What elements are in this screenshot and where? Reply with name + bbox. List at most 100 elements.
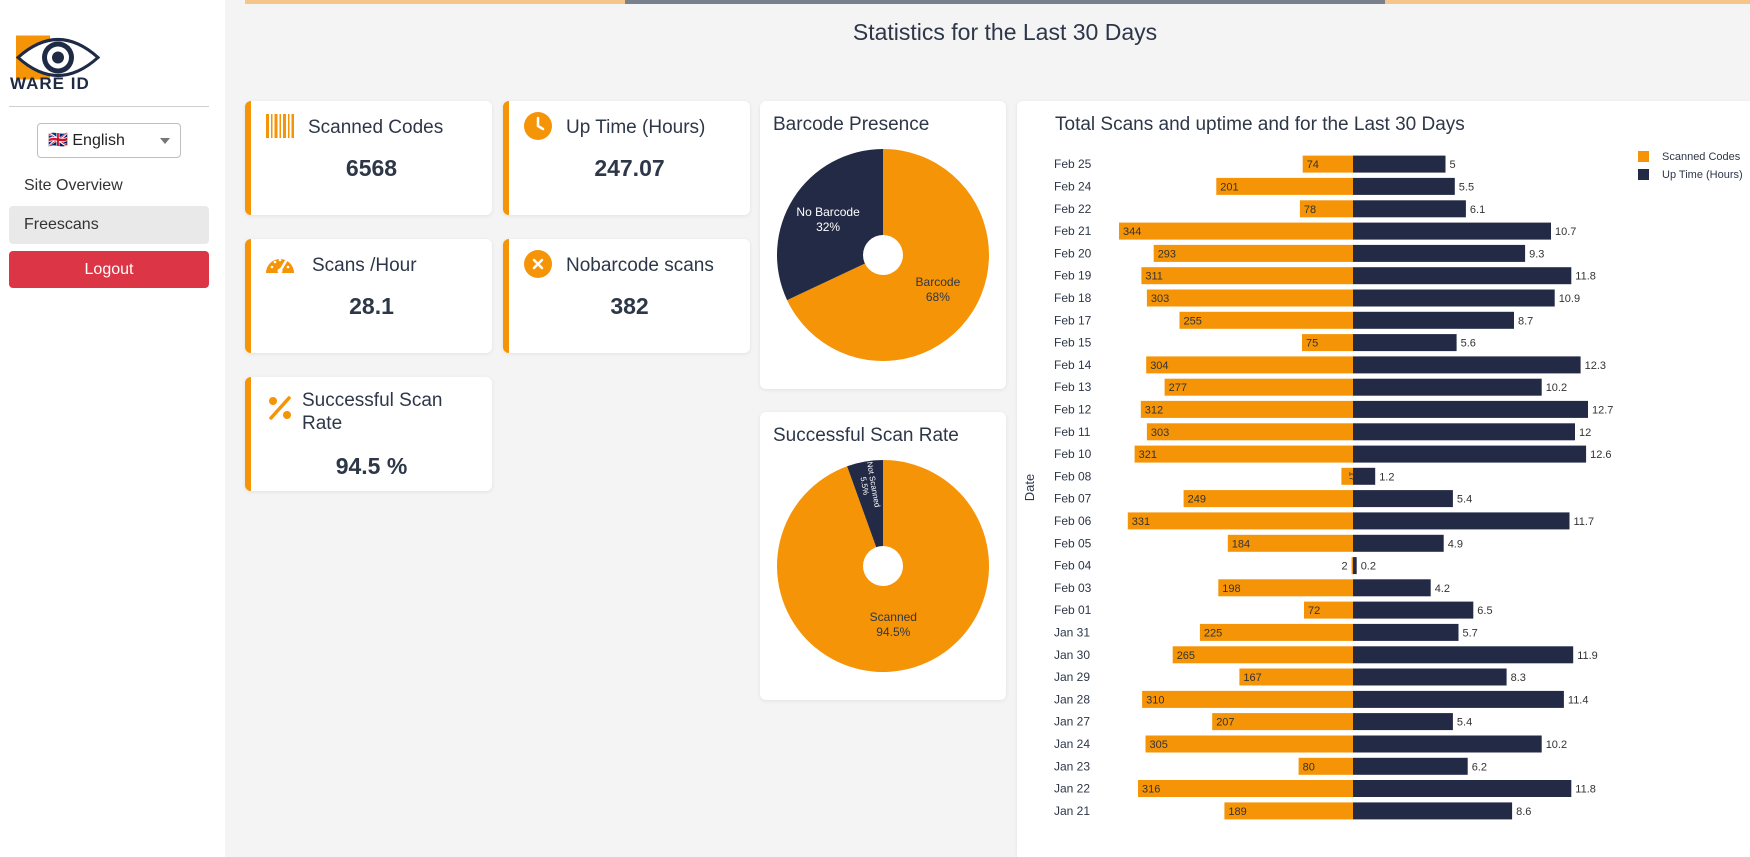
bar-uptime-hours[interactable]	[1353, 668, 1507, 686]
bar-scanned-codes[interactable]	[1140, 400, 1353, 418]
pie-center-hole	[863, 546, 903, 586]
bar-uptime-hours[interactable]	[1353, 400, 1588, 418]
bar-uptime-hours[interactable]	[1353, 646, 1574, 664]
bar-uptime-hours[interactable]	[1353, 780, 1572, 797]
stat-value: 28.1	[349, 293, 394, 319]
bar-scanned-codes[interactable]	[1239, 668, 1353, 686]
top-bar-segment-left	[245, 0, 625, 4]
bar-uptime-hours[interactable]	[1353, 690, 1564, 708]
bar-scanned-codes[interactable]	[1127, 512, 1353, 530]
bar-uptime-hours[interactable]	[1353, 802, 1513, 820]
bar-scanned-codes[interactable]	[1179, 311, 1354, 329]
legend-swatch[interactable]	[1638, 151, 1649, 162]
bar-uptime-hours[interactable]	[1353, 177, 1455, 195]
pie-slice-label: Scanned	[870, 610, 917, 624]
bar-uptime-hours[interactable]	[1353, 423, 1575, 441]
bar-uptime-hours[interactable]	[1353, 289, 1555, 307]
bar-uptime-hours[interactable]	[1353, 467, 1376, 485]
language-select[interactable]: 🇬🇧 English	[37, 123, 181, 158]
bar-uptime-hours[interactable]	[1353, 244, 1526, 262]
bar-uptime-hours[interactable]	[1353, 579, 1431, 597]
bar-value-label: 6.1	[1470, 204, 1485, 216]
bar-value-label: 344	[1123, 226, 1141, 238]
legend-swatch[interactable]	[1638, 169, 1649, 180]
bar-value-label: 303	[1151, 293, 1169, 305]
ware-id-eye-logo[interactable]	[10, 20, 100, 95]
sidebar-item-site-overview[interactable]: Site Overview	[24, 177, 123, 194]
bar-uptime-hours[interactable]	[1353, 155, 1446, 173]
bar-uptime-hours[interactable]	[1353, 601, 1474, 619]
category-tick-label: Feb 20	[1054, 246, 1092, 260]
bar-value-label: 293	[1158, 248, 1176, 260]
pie-slice-not-scanned[interactable]	[847, 460, 883, 566]
bar-scanned-codes[interactable]	[1302, 334, 1353, 352]
bar-uptime-hours[interactable]	[1353, 311, 1514, 329]
category-tick-label: Feb 24	[1054, 179, 1092, 193]
bar-uptime-hours[interactable]	[1353, 490, 1453, 508]
bar-scanned-codes[interactable]	[1227, 534, 1353, 552]
bar-uptime-hours[interactable]	[1353, 512, 1570, 530]
sidebar-item-freescans[interactable]: Freescans	[9, 206, 209, 244]
bar-uptime-hours[interactable]	[1353, 534, 1444, 552]
bar-scanned-codes[interactable]	[1298, 757, 1353, 775]
bar-scanned-codes[interactable]	[1146, 423, 1353, 441]
bar-uptime-hours[interactable]	[1353, 713, 1453, 731]
bar-scanned-codes[interactable]	[1299, 200, 1353, 218]
bar-scanned-codes[interactable]	[1134, 445, 1353, 463]
bar-scanned-codes[interactable]	[1141, 267, 1353, 285]
category-tick-label: Jan 30	[1054, 648, 1090, 662]
bar-scanned-codes[interactable]	[1172, 646, 1353, 664]
bar-value-label: 312	[1145, 404, 1163, 416]
bar-uptime-hours[interactable]	[1353, 557, 1357, 575]
bar-scanned-codes[interactable]	[1212, 713, 1353, 731]
legend-label[interactable]: Up Time (Hours)	[1662, 169, 1743, 181]
bar-scanned-codes[interactable]	[1341, 467, 1353, 485]
close-circle-icon	[524, 250, 552, 278]
bar-scanned-codes[interactable]	[1218, 579, 1353, 597]
chart-title: Barcode Presence	[773, 114, 930, 135]
brand-name: WARE ID	[10, 74, 90, 93]
bar-uptime-hours[interactable]	[1353, 735, 1542, 753]
bar-scanned-codes[interactable]	[1216, 177, 1353, 195]
category-tick-label: Feb 01	[1054, 603, 1092, 617]
bar-scanned-codes[interactable]	[1145, 735, 1354, 753]
bar-uptime-hours[interactable]	[1353, 267, 1572, 285]
bar-scanned-codes[interactable]	[1146, 289, 1353, 307]
category-tick-label: Feb 13	[1054, 380, 1092, 394]
bar-scanned-codes[interactable]	[1351, 557, 1353, 575]
bar-scanned-codes[interactable]	[1138, 780, 1353, 797]
bar-value-label: 75	[1306, 338, 1318, 350]
bar-scanned-codes[interactable]	[1146, 356, 1353, 374]
bar-uptime-hours[interactable]	[1353, 200, 1466, 218]
bar-uptime-hours[interactable]	[1353, 445, 1587, 463]
bar-value-label: 74	[1307, 159, 1319, 171]
bar-scanned-codes[interactable]	[1183, 490, 1353, 508]
bar-scanned-codes[interactable]	[1224, 802, 1353, 820]
bar-uptime-hours[interactable]	[1353, 356, 1581, 374]
bar-value-label: 6.5	[1477, 605, 1492, 617]
bar-scanned-codes[interactable]	[1153, 244, 1353, 262]
sidebar-divider	[9, 106, 209, 107]
legend-label[interactable]: Scanned Codes	[1662, 151, 1741, 163]
pie-slice-no-barcode[interactable]	[777, 149, 883, 301]
bar-scanned-codes[interactable]	[1119, 222, 1353, 240]
category-tick-label: Jan 31	[1054, 625, 1090, 639]
bar-value-label: 5.4	[1457, 494, 1472, 506]
bar-uptime-hours[interactable]	[1353, 623, 1459, 641]
bar-uptime-hours[interactable]	[1353, 757, 1468, 775]
bar-scanned-codes[interactable]	[1302, 155, 1353, 173]
bar-uptime-hours[interactable]	[1353, 378, 1542, 396]
bar-scanned-codes[interactable]	[1142, 690, 1353, 708]
stat-label: Scans /Hour	[312, 255, 417, 276]
language-selected: 🇬🇧 English	[48, 132, 125, 149]
bar-uptime-hours[interactable]	[1353, 222, 1551, 240]
bar-scanned-codes[interactable]	[1199, 623, 1353, 641]
bar-uptime-hours[interactable]	[1353, 334, 1457, 352]
pie-slice-label: No Barcode	[796, 205, 860, 219]
category-tick-label: Feb 11	[1054, 425, 1091, 439]
bar-scanned-codes[interactable]	[1164, 378, 1353, 396]
category-tick-label: Feb 25	[1054, 157, 1092, 171]
logout-button[interactable]: Logout	[9, 251, 209, 288]
bar-scanned-codes[interactable]	[1304, 601, 1353, 619]
category-tick-label: Feb 17	[1054, 313, 1092, 327]
